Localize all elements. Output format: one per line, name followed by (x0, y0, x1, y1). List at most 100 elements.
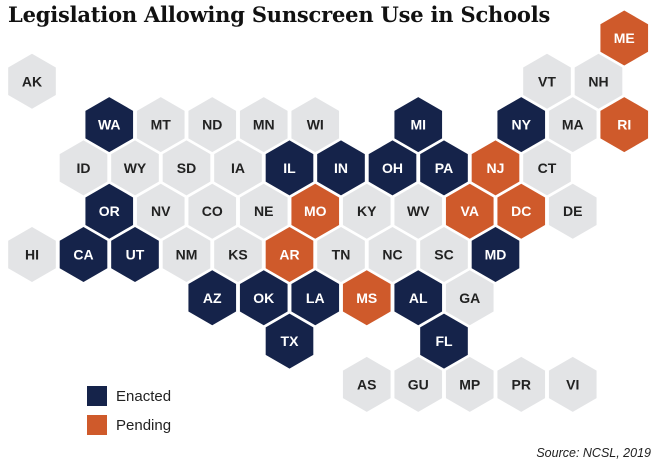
state-hex-shape (111, 227, 159, 282)
state-label: NV (151, 203, 171, 219)
legend-enacted-swatch (87, 386, 107, 406)
state-hex-wa: WA (85, 97, 134, 153)
state-hex-shape (239, 183, 288, 239)
state-hex-az: AZ (188, 270, 237, 326)
state-label: NH (588, 73, 608, 89)
state-hex-ar: AR (265, 227, 314, 282)
state-hex-shape (471, 140, 520, 196)
state-hex-shape (265, 140, 314, 196)
state-hex-shape (394, 270, 443, 326)
state-hex-shape (317, 140, 365, 196)
state-hex-sc: SC (420, 227, 468, 282)
state-hex-wy: WY (111, 140, 159, 196)
state-label: WA (98, 117, 121, 133)
state-label: NY (512, 117, 532, 133)
state-label: MO (304, 203, 327, 219)
state-hex-pa: PA (420, 140, 468, 196)
state-hex-va: VA (445, 183, 494, 239)
state-hex-mn: MN (239, 97, 288, 153)
state-hex-shape (214, 227, 262, 282)
state-label: MD (485, 247, 507, 263)
state-label: AK (22, 73, 42, 89)
state-label: NC (382, 247, 402, 263)
state-hex-vi: VI (548, 356, 597, 412)
state-hex-shape (497, 183, 546, 239)
state-label: KY (357, 203, 377, 219)
state-hex-shape (265, 313, 314, 369)
state-hex-fl: FL (420, 313, 468, 369)
state-hex-shape (136, 97, 185, 153)
state-hex-ct: CT (523, 140, 571, 196)
state-hex-shape (188, 97, 237, 153)
state-label: NE (254, 203, 273, 219)
state-label: MI (410, 117, 426, 133)
state-label: PA (435, 160, 453, 176)
state-hex-shape (291, 270, 340, 326)
state-hex-or: OR (85, 183, 134, 239)
state-hex-shape (291, 97, 340, 153)
state-label: ME (614, 30, 635, 46)
state-hex-nv: NV (136, 183, 185, 239)
state-label: IA (231, 160, 245, 176)
state-hex-me: ME (600, 10, 649, 66)
state-label: PR (512, 376, 531, 392)
state-hex-shape (523, 53, 571, 109)
state-hex-ri: RI (600, 97, 649, 153)
legend-enacted: Enacted (87, 386, 171, 406)
state-label: HI (25, 247, 39, 263)
state-hex-nm: NM (162, 227, 211, 282)
state-label: GU (408, 376, 429, 392)
state-hex-shape (394, 183, 443, 239)
state-hex-shape (600, 97, 649, 153)
state-hex-md: MD (471, 227, 520, 282)
state-hex-tn: TN (317, 227, 365, 282)
state-hex-shape (8, 227, 56, 282)
state-label: FL (435, 333, 453, 349)
state-hex-ok: OK (239, 270, 288, 326)
state-label: MA (562, 117, 584, 133)
state-hex-shape (600, 10, 649, 66)
state-label: ID (77, 160, 91, 176)
legend-pending-label: Pending (116, 416, 172, 434)
state-label: CO (202, 203, 223, 219)
state-label: VI (566, 376, 579, 392)
state-hex-shape (420, 227, 468, 282)
state-hex-ma: MA (548, 97, 597, 153)
state-label: VA (461, 203, 479, 219)
state-label: LA (306, 290, 325, 306)
state-hex-shape (85, 97, 134, 153)
map-title: Legislation Allowing Sunscreen Use in Sc… (8, 2, 551, 27)
state-hex-nh: NH (574, 53, 623, 109)
state-hex-shape (239, 97, 288, 153)
state-hex-pr: PR (497, 356, 546, 412)
state-hex-shape (420, 313, 468, 369)
state-hex-shape (188, 183, 237, 239)
state-label: VT (538, 73, 556, 89)
state-hex-ny: NY (497, 97, 546, 153)
state-hex-hi: HI (8, 227, 56, 282)
state-hex-shape (265, 227, 314, 282)
state-hex-shape (188, 270, 237, 326)
state-hex-mo: MO (291, 183, 340, 239)
state-hex-ia: IA (214, 140, 262, 196)
state-hex-ut: UT (111, 227, 159, 282)
state-hex-shape (368, 140, 417, 196)
state-hex-shape (574, 53, 623, 109)
state-label: OK (253, 290, 274, 306)
state-hex-ca: CA (59, 227, 108, 282)
state-hex-shape (342, 183, 391, 239)
state-label: MS (356, 290, 377, 306)
state-hex-wi: WI (291, 97, 340, 153)
state-label: GA (459, 290, 480, 306)
state-hex-shape (548, 356, 597, 412)
state-hex-nj: NJ (471, 140, 520, 196)
state-hex-shape (162, 227, 211, 282)
state-label: CT (538, 160, 557, 176)
state-label: WI (307, 117, 324, 133)
state-hex-la: LA (291, 270, 340, 326)
state-label: SD (177, 160, 196, 176)
state-hex-gu: GU (394, 356, 443, 412)
state-hex-ky: KY (342, 183, 391, 239)
state-hex-ak: AK (8, 53, 56, 109)
